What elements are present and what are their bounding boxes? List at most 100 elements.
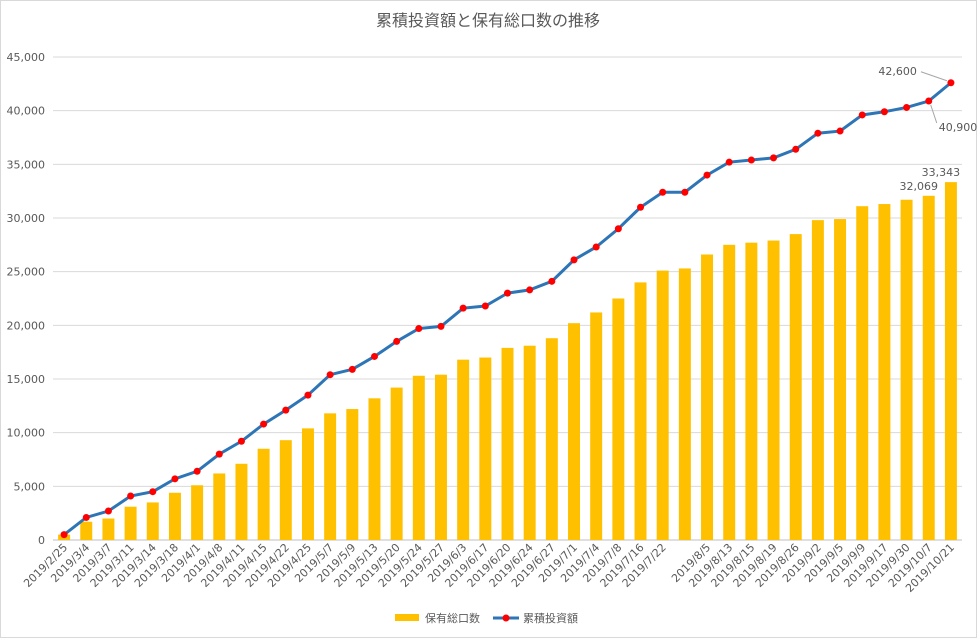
marker <box>925 97 933 105</box>
bar <box>368 398 381 540</box>
bar <box>301 428 314 540</box>
marker <box>215 450 223 458</box>
bar <box>612 298 625 540</box>
legend-marker <box>502 614 510 622</box>
bar <box>789 234 802 540</box>
marker <box>127 492 135 500</box>
marker <box>770 154 778 162</box>
bar <box>811 220 824 540</box>
bar <box>501 347 514 540</box>
bar <box>656 270 669 540</box>
marker <box>437 322 445 330</box>
marker <box>570 256 578 264</box>
marker <box>681 188 689 196</box>
bar <box>634 282 647 540</box>
marker <box>526 286 534 294</box>
marker <box>393 337 401 345</box>
bar <box>568 323 580 540</box>
y-tick-label: 25,000 <box>7 266 46 279</box>
marker <box>903 103 911 111</box>
marker <box>858 111 866 119</box>
bar <box>723 244 736 541</box>
marker <box>260 420 268 428</box>
marker <box>149 488 157 496</box>
bar <box>279 440 292 540</box>
bar <box>191 485 204 540</box>
bar <box>944 182 957 540</box>
bar <box>124 506 137 540</box>
y-tick-label: 40,000 <box>7 105 46 118</box>
marker <box>614 225 622 233</box>
data-label: 32,069 <box>899 180 938 193</box>
marker <box>947 79 955 87</box>
marker <box>792 145 800 153</box>
bar <box>523 345 536 540</box>
legend-label: 累積投資額 <box>523 611 578 625</box>
marker <box>237 437 245 445</box>
legend-label: 保有総口数 <box>425 611 480 625</box>
marker <box>304 391 312 399</box>
marker <box>703 171 711 179</box>
bar <box>324 413 337 540</box>
bar <box>878 204 891 540</box>
bar <box>590 312 603 540</box>
bar <box>479 357 492 540</box>
bar <box>257 448 270 540</box>
bar <box>146 502 159 540</box>
bar <box>745 242 758 541</box>
marker <box>814 129 822 137</box>
bar <box>346 409 359 540</box>
y-tick-label: 10,000 <box>7 427 46 440</box>
bar <box>767 240 780 541</box>
marker <box>282 406 290 414</box>
y-tick-label: 15,000 <box>7 373 46 386</box>
bar <box>435 374 447 540</box>
leader-line <box>920 71 948 82</box>
marker <box>725 158 733 166</box>
bar <box>390 387 403 540</box>
legend-swatch <box>395 614 419 621</box>
marker <box>104 507 112 515</box>
y-tick-label: 30,000 <box>7 212 46 225</box>
y-tick-label: 45,000 <box>7 51 46 64</box>
marker <box>326 371 334 379</box>
marker <box>60 531 68 539</box>
y-tick-label: 0 <box>38 534 45 547</box>
bar <box>412 375 425 540</box>
marker <box>504 289 511 297</box>
data-label: 40,900 <box>939 121 977 134</box>
bar <box>168 492 181 540</box>
marker <box>880 108 888 116</box>
marker <box>481 302 489 310</box>
marker <box>659 188 667 196</box>
marker <box>82 513 90 521</box>
marker <box>171 475 179 483</box>
marker <box>415 325 423 333</box>
data-label: 33,343 <box>922 166 961 179</box>
bar <box>102 518 115 540</box>
bar <box>834 219 847 540</box>
marker <box>637 203 645 211</box>
chart-title: 累積投資額と保有総口数の推移 <box>376 11 600 30</box>
marker <box>370 352 378 360</box>
data-label: 42,600 <box>878 65 917 78</box>
y-tick-label: 35,000 <box>7 158 46 171</box>
bar <box>80 521 93 540</box>
marker <box>193 467 201 475</box>
marker <box>747 156 755 164</box>
marker <box>459 304 467 312</box>
y-tick-label: 5,000 <box>14 480 46 493</box>
bar <box>457 359 470 540</box>
bar <box>678 268 691 540</box>
y-tick-label: 20,000 <box>7 319 46 332</box>
bar <box>922 195 935 541</box>
leader-line <box>930 104 938 124</box>
marker <box>548 277 556 285</box>
bar <box>213 473 226 540</box>
bar <box>701 254 714 540</box>
bar <box>900 199 913 540</box>
bar <box>235 463 248 540</box>
bar <box>545 338 558 540</box>
